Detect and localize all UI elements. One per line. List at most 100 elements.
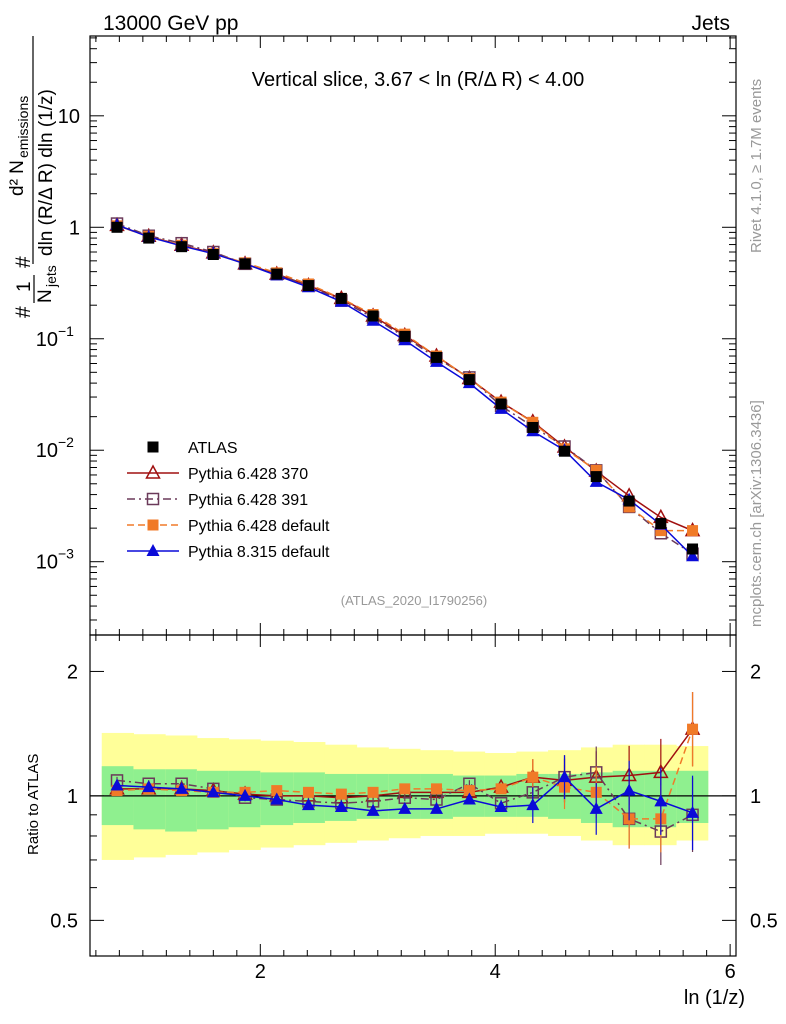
ratio-y-tick-label-left: 0.5 [50,910,78,932]
legend-label-pythia-6-428-370: Pythia 6.428 370 [188,466,308,483]
header-right: Jets [691,12,730,35]
main-point-atlas [527,421,539,433]
svg-text:#: # [12,256,35,268]
main-point-atlas [335,292,347,304]
ratio-point-pythia-6-428-default [111,785,123,797]
main-point-atlas [463,374,475,386]
ratio-y-tick-label-right: 2 [750,661,761,683]
axis-ticks [90,36,736,956]
main-point-atlas [430,351,442,363]
inner-band-bin [165,769,198,832]
legend: ATLAS Pythia 6.428 370 Pythia 6.428 391 Pyt… [127,440,330,561]
legend-marker-atlas [147,441,159,453]
ratio-point-pythia-8-315-default [429,801,443,814]
svg-text:N: N [35,289,56,303]
main-point-pythia-6-428-default [655,525,667,537]
ratio-point-pythia-8-315-default [558,770,572,783]
main-y-tick-exponent: −3 [58,546,74,562]
x-axis-label: ln (1/z) [684,987,745,1009]
header-left: 13000 GeV pp [103,12,238,35]
main-point-atlas [559,445,571,457]
main-line-pythia-6-428-370 [116,224,693,532]
main-y-tick-label: 10 [36,440,58,462]
ratio-y-tick-label-left: 1 [67,786,78,808]
ratio-point-pythia-8-315-default [270,792,284,805]
main-y-tick-label: 10 [36,329,58,351]
main-y-axis-label: # 1 N jets # d² N emissions dln (R/Δ R) … [7,36,59,318]
main-point-atlas [111,221,123,233]
ratio-y-tick-label-left: 2 [67,661,78,683]
main-point-atlas [590,471,602,483]
ratio-point-pythia-6-428-default [399,783,411,795]
inner-band-bin [133,769,166,830]
svg-text:d² N: d² N [7,160,28,196]
main-point-pythia-8-315-default [686,549,700,562]
ratio-point-pythia-8-315-default [301,798,315,811]
main-point-pythia-6-428-default [687,525,699,537]
svg-text:dln (R/Δ R) dln (1/z): dln (R/Δ R) dln (1/z) [36,89,57,256]
ratio-point-pythia-8-315-default [589,801,603,814]
main-y-tick-exponent: −1 [58,323,74,339]
main-y-tick-label: 10 [58,106,80,128]
main-y-tick-label: 10 [36,552,58,574]
main-point-pythia-6-428-default [590,464,602,476]
ratio-y-axis-label: Ratio to ATLAS [25,754,42,855]
legend-label-atlas: ATLAS [188,440,238,457]
main-point-atlas [399,330,411,342]
main-point-atlas [495,398,507,410]
ratio-point-pythia-8-315-default [654,794,668,807]
main-line-pythia-6-428-default [116,225,693,532]
analysis-watermark: (ATLAS_2020_I1790256) [341,593,487,608]
ratio-point-pythia-8-315-default [110,778,124,791]
ratio-point-pythia-6-428-default [495,783,507,795]
ratio-point-pythia-8-315-default [206,785,220,798]
legend-marker-pythia-6-428-370 [145,464,161,479]
ratio-point-pythia-6-428-default [463,785,475,797]
x-tick-label: 2 [255,961,266,983]
inner-band-bin [196,770,230,830]
rivet-label: Rivet 4.1.0, ≥ 1.7M events [748,79,765,253]
main-point-atlas [302,280,314,292]
main-y-tick-label: 1 [69,217,80,239]
ratio-point-pythia-8-315-default [494,800,508,813]
ratio-point-pythia-6-428-default [302,786,314,798]
x-tick-label: 4 [490,961,501,983]
ratio-point-pythia-8-315-default [622,783,636,796]
ratio-point-pythia-6-428-default [335,788,347,800]
ratio-y-tick-label-right: 1 [750,786,761,808]
legend-label-pythia-6-428-391: Pythia 6.428 391 [188,492,308,509]
ratio-point-pythia-8-315-default [175,781,189,794]
legend-label-pythia-6-428-default: Pythia 6.428 default [188,518,330,535]
ratio-point-pythia-8-315-default [238,788,252,801]
svg-text:jets: jets [43,265,59,288]
svg-text:#: # [12,306,35,318]
svg-text:1: 1 [14,281,35,292]
main-point-atlas [655,518,667,530]
ratio-series-group [109,692,701,866]
main-point-atlas [239,258,251,270]
legend-marker-pythia-6-428-391 [146,492,160,506]
main-y-tick-exponent: −2 [58,434,74,450]
ratio-point-pythia-8-315-default [526,798,540,811]
ratio-point-pythia-8-315-default [366,803,380,816]
svg-text:emissions: emissions [15,96,31,158]
legend-marker-pythia-8-315-default [146,544,160,556]
ratio-point-pythia-8-315-default [142,780,156,793]
main-point-atlas [271,268,283,280]
main-panel-frame [89,35,737,636]
ratio-point-pythia-6-428-default [687,723,699,735]
ratio-point-pythia-8-315-default [686,805,700,818]
main-point-pythia-6-428-default [623,501,635,513]
main-point-atlas [176,241,188,253]
legend-label-pythia-8-315-default: Pythia 8.315 default [188,544,330,561]
mcplots-label: mcplots.cern.ch [arXiv:1306.3436] [748,400,765,627]
x-tick-label: 6 [725,961,736,983]
main-point-atlas [367,310,379,322]
ratio-point-pythia-8-315-default [398,801,412,814]
main-point-atlas [687,543,699,555]
ratio-point-pythia-6-428-default [430,783,442,795]
main-point-atlas [623,495,635,507]
main-point-atlas [207,248,219,260]
